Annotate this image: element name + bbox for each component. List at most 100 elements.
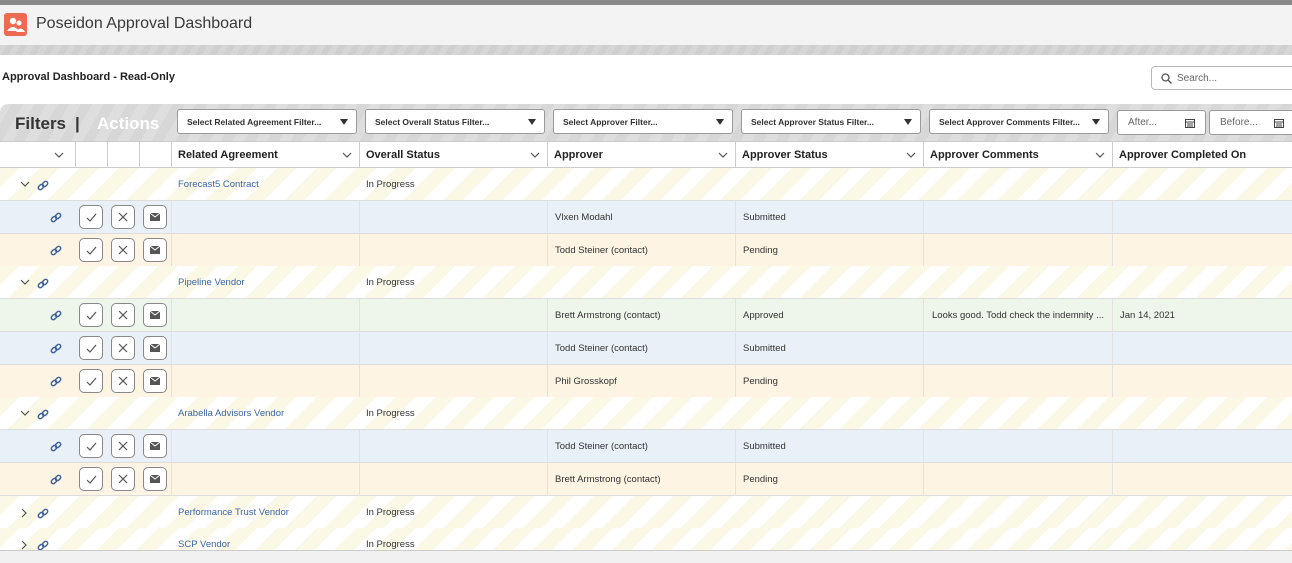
column-header[interactable]: Overall Status xyxy=(359,142,547,168)
approve-button[interactable] xyxy=(79,237,103,262)
approve-button[interactable] xyxy=(79,204,103,229)
column-header[interactable]: Approver Status xyxy=(735,142,923,168)
cell-overall-status: In Progress xyxy=(366,277,415,289)
record-link xyxy=(37,409,49,420)
cell-divider xyxy=(923,397,924,430)
cell-divider xyxy=(735,462,736,496)
reject-button[interactable] xyxy=(111,466,135,491)
expand-toggle[interactable] xyxy=(20,540,30,550)
email-button[interactable] xyxy=(143,368,167,393)
column-header[interactable]: Approver xyxy=(547,142,735,168)
table-body: Forecast5 Contract In Progress Vlxen Modah… xyxy=(0,168,1292,550)
date-placeholder: Before... xyxy=(1220,117,1258,128)
email-button[interactable] xyxy=(143,303,167,327)
cell-agreement[interactable]: Arabella Advisors Vendor xyxy=(178,408,285,420)
reject-button[interactable] xyxy=(111,434,135,458)
dropdown-arrow xyxy=(716,119,724,125)
search-box[interactable]: Search... xyxy=(1151,66,1292,90)
email-button[interactable] xyxy=(143,434,167,458)
reject-button[interactable] xyxy=(111,303,135,327)
column-header[interactable]: Approver Completed On xyxy=(1112,142,1292,168)
cell-divider xyxy=(359,397,360,430)
group-row: Arabella Advisors Vendor In Progress xyxy=(0,397,1292,431)
column-menu xyxy=(1095,152,1105,158)
cell-approver: Todd Steiner (contact) xyxy=(555,342,648,354)
reject-button[interactable] xyxy=(111,204,135,229)
email-button[interactable] xyxy=(143,335,167,360)
group-row: Performance Trust Vendor In Progress xyxy=(0,495,1292,529)
cell-divider xyxy=(1112,168,1113,201)
decor-band xyxy=(0,45,1292,55)
cell-divider xyxy=(735,266,736,299)
column-header[interactable]: Approver Comments xyxy=(923,142,1112,168)
cell-divider xyxy=(171,430,172,463)
reject-button-icon xyxy=(118,310,128,320)
cell-divider xyxy=(1112,266,1113,299)
email-button[interactable] xyxy=(143,204,167,229)
cell-approver: Todd Steiner (contact) xyxy=(555,441,648,452)
date-placeholder: After... xyxy=(1128,117,1157,128)
reject-button[interactable] xyxy=(111,335,135,360)
expand-all xyxy=(54,152,64,158)
cell-divider xyxy=(1112,528,1113,550)
filter-dropdown[interactable]: Select Related Agreement Filter... xyxy=(177,109,357,134)
cell-divider xyxy=(923,496,924,529)
cell-divider xyxy=(359,364,360,398)
cell-divider xyxy=(171,233,172,267)
expand-toggle[interactable] xyxy=(20,508,30,518)
cell-agreement[interactable]: SCP Vendor xyxy=(178,539,231,550)
approve-button-icon xyxy=(86,311,97,320)
column-header[interactable]: Related Agreement xyxy=(171,142,359,168)
cell-approver-status: Pending xyxy=(743,375,778,387)
collapse-toggle[interactable] xyxy=(20,409,30,419)
cell-agreement[interactable]: Forecast5 Contract xyxy=(178,179,259,190)
date-filter[interactable]: After... xyxy=(1117,110,1206,135)
approve-button[interactable] xyxy=(79,434,103,458)
cell-agreement[interactable]: Performance Trust Vendor xyxy=(178,506,289,518)
cell-divider xyxy=(171,168,172,201)
filter-label: Select Approver Status Filter... xyxy=(751,117,874,127)
filters-tab[interactable]: Filters xyxy=(15,114,67,133)
cell-divider xyxy=(359,299,360,332)
reject-button[interactable] xyxy=(111,237,135,262)
email-button[interactable] xyxy=(143,237,167,262)
column-label: Approver Comments xyxy=(930,149,1039,161)
cell-divider xyxy=(1112,200,1113,234)
cell-divider xyxy=(171,200,172,234)
reject-button-icon xyxy=(118,212,128,222)
filter-dropdown[interactable]: Select Overall Status Filter... xyxy=(365,109,545,134)
cell-divider xyxy=(923,364,924,398)
email-button[interactable] xyxy=(143,466,167,491)
reject-button[interactable] xyxy=(111,368,135,393)
approve-button[interactable] xyxy=(79,303,103,327)
cell-divider xyxy=(735,200,736,234)
collapse-toggle[interactable] xyxy=(20,278,30,288)
filter-label: Select Related Agreement Filter... xyxy=(187,117,322,127)
filter-dropdown[interactable]: Select Approver Comments Filter... xyxy=(929,109,1109,134)
cell-divider xyxy=(1112,496,1113,529)
cell-divider xyxy=(547,364,548,398)
approve-button[interactable] xyxy=(79,466,103,491)
approve-button[interactable] xyxy=(79,335,103,360)
cell-divider xyxy=(1112,397,1113,430)
email-button-icon xyxy=(149,343,161,352)
email-button-icon xyxy=(149,474,161,483)
cell-divider xyxy=(735,397,736,430)
cell-divider xyxy=(171,462,172,496)
column-label: Overall Status xyxy=(366,149,440,161)
collapse-toggle[interactable] xyxy=(20,180,30,190)
filter-dropdown[interactable]: Select Approver Filter... xyxy=(553,109,733,134)
cell-divider xyxy=(735,430,736,463)
column-label: Approver xyxy=(554,149,603,161)
cell-divider xyxy=(359,496,360,529)
date-filter[interactable]: Before... xyxy=(1209,110,1292,135)
cell-divider xyxy=(735,496,736,529)
filter-dropdown[interactable]: Select Approver Status Filter... xyxy=(741,109,921,134)
reject-button-icon xyxy=(118,245,128,254)
actions-tab[interactable]: Actions xyxy=(97,114,160,133)
cell-approver-status: Submitted xyxy=(743,342,786,354)
approve-button-icon xyxy=(86,213,97,222)
cell-agreement[interactable]: Pipeline Vendor xyxy=(178,277,245,289)
approve-button[interactable] xyxy=(79,368,103,393)
cell-divider xyxy=(359,430,360,463)
